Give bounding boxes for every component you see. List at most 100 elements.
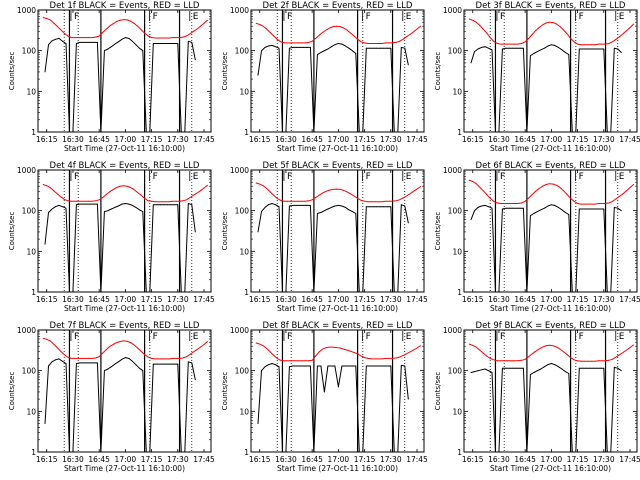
data-point-events (344, 365, 346, 367)
y-axis-label: Counts/sec (221, 212, 229, 251)
data-point-lld (63, 32, 65, 34)
data-point-events (501, 208, 503, 210)
data-point-events (100, 291, 102, 293)
data-point-lld (552, 22, 554, 24)
data-point-lld (343, 348, 345, 350)
data-point-events (86, 362, 88, 364)
series-line-lld (256, 182, 421, 203)
data-point-lld (580, 203, 582, 205)
data-point-lld (395, 200, 397, 202)
data-point-events (152, 204, 154, 206)
data-point-events (44, 423, 46, 425)
data-point-events (261, 50, 262, 52)
data-point-events (316, 365, 318, 367)
y-tick-label: 1000 (230, 6, 249, 15)
data-point-events (159, 43, 161, 44)
data-point-lld (67, 200, 69, 202)
data-point-lld (304, 360, 306, 362)
data-point-lld (46, 338, 48, 340)
data-point-lld (255, 22, 257, 24)
data-point-events (131, 360, 133, 362)
data-point-lld (385, 357, 387, 359)
x-tick-label: 17:30 (167, 295, 189, 304)
x-tick-label: 17:30 (593, 135, 615, 144)
data-point-events (564, 52, 566, 53)
data-point-lld (161, 358, 163, 360)
data-point-lld (573, 359, 575, 361)
data-point-lld (531, 194, 533, 195)
data-point-events (571, 451, 573, 453)
data-point-events (355, 213, 357, 214)
data-point-lld (399, 356, 400, 358)
data-point-events (372, 47, 374, 49)
x-tick-label: 16:15 (462, 135, 484, 144)
data-point-events (149, 131, 151, 133)
y-tick-label: 1000 (17, 326, 36, 335)
x-axis-label: Start Time (27-Oct-11 16:10:00) (64, 144, 185, 153)
data-point-lld (255, 182, 257, 184)
data-point-events (369, 47, 371, 49)
y-tick-label: 100 (448, 47, 463, 56)
x-tick-label: 17:00 (328, 295, 350, 304)
data-point-events (533, 372, 535, 373)
data-point-lld (329, 27, 331, 29)
data-point-lld (287, 360, 289, 362)
data-point-lld (594, 44, 596, 46)
data-point-events (306, 204, 308, 206)
data-point-lld (315, 37, 317, 39)
data-point-lld (360, 199, 362, 201)
data-point-lld (304, 42, 306, 44)
data-point-lld (587, 44, 589, 46)
data-point-lld (168, 358, 170, 360)
chart-panel-5: Det 5f BLACK = Events, RED = LLD 16:15 16:… (221, 161, 428, 313)
data-point-lld (489, 357, 491, 359)
data-point-events (142, 370, 144, 372)
data-point-lld (116, 187, 118, 189)
data-point-lld (137, 25, 139, 27)
data-point-events (515, 207, 517, 209)
data-point-lld (615, 38, 617, 40)
data-point-lld (472, 181, 474, 182)
data-point-lld (364, 200, 366, 202)
data-point-lld (615, 356, 617, 358)
data-point-events (316, 54, 318, 56)
data-point-events (96, 362, 98, 364)
data-point-events (187, 203, 189, 204)
data-point-lld (126, 185, 128, 187)
data-point-lld (207, 19, 208, 21)
data-point-lld (154, 201, 156, 203)
data-point-lld (290, 360, 292, 362)
marker-label: E (406, 332, 412, 342)
data-point-events (191, 41, 193, 43)
data-point-events (330, 206, 332, 208)
data-point-lld (186, 35, 187, 37)
data-point-lld (266, 188, 268, 189)
data-point-lld (91, 200, 93, 202)
data-point-lld (294, 360, 296, 362)
y-tick-label: 10 (452, 87, 462, 96)
data-point-lld (193, 30, 194, 32)
data-point-lld (482, 28, 484, 30)
data-point-lld (580, 44, 582, 46)
data-point-events (344, 45, 346, 47)
x-tick-label: 16:45 (301, 135, 323, 144)
data-point-lld (109, 346, 111, 348)
data-point-lld (584, 203, 586, 205)
data-point-lld (172, 357, 174, 359)
data-point-lld (563, 190, 565, 192)
y-axis-label: Counts/sec (221, 372, 229, 411)
data-point-events (187, 361, 189, 363)
data-point-lld (570, 37, 572, 39)
data-point-lld (584, 44, 586, 46)
data-point-lld (559, 187, 561, 189)
x-tick-label: 16:15 (249, 295, 271, 304)
data-point-lld (406, 36, 407, 38)
data-point-events (484, 204, 486, 206)
data-point-events (606, 291, 608, 293)
data-point-lld (479, 349, 481, 351)
data-point-lld (88, 357, 90, 359)
data-point-events (58, 37, 60, 39)
data-point-events (82, 41, 84, 43)
data-point-lld (269, 32, 271, 33)
data-point-lld (538, 188, 540, 189)
